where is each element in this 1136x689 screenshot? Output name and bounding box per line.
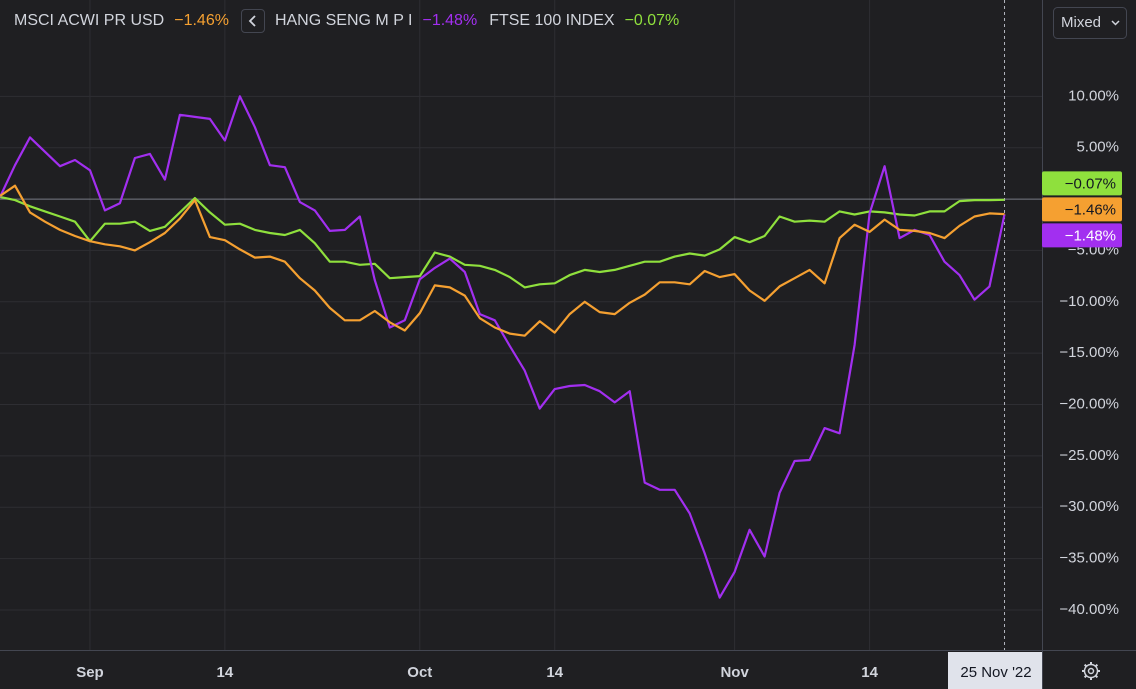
legend-name: MSCI ACWI PR USD	[14, 12, 165, 29]
x-tick-label: Nov	[720, 664, 749, 681]
badge-label: −1.48%	[1065, 227, 1116, 244]
button-box	[1053, 7, 1127, 39]
price-badge: −1.46%	[1042, 197, 1122, 222]
x-tick-label: Oct	[407, 664, 432, 681]
x-tick-label: 14	[861, 664, 878, 681]
legend-value: −1.46%	[174, 12, 229, 29]
price-badge: −1.48%	[1042, 223, 1122, 248]
badge-box	[1042, 171, 1122, 196]
legend-name: HANG SENG M P I	[274, 12, 413, 29]
y-tick-label: −15.00%	[1059, 344, 1119, 361]
legend: MSCI ACWI PR USD −1.46% HANG SENG M P I …	[14, 9, 691, 33]
badge-label: −1.46%	[1065, 201, 1116, 218]
gear-tooth	[1083, 663, 1088, 668]
caret-icon	[1111, 20, 1120, 26]
y-tick-label: −20.00%	[1059, 395, 1119, 412]
settings-button[interactable]	[1082, 662, 1100, 680]
badge-box	[1042, 223, 1122, 248]
collapse-button[interactable]	[240, 9, 265, 33]
gear-ring	[1083, 663, 1099, 679]
gear-tooth	[1094, 674, 1099, 679]
gear-hub	[1087, 667, 1095, 675]
y-tick-label: 5.00%	[1076, 139, 1119, 156]
x-tick-label: 14	[546, 664, 563, 681]
series-line	[0, 95, 1006, 599]
scale-mode-button[interactable]: Mixed	[1053, 7, 1127, 39]
badge-label: −0.07%	[1065, 175, 1116, 192]
x-tick-label: 14	[217, 664, 234, 681]
crosshair-date-label: 25 Nov '22	[960, 664, 1031, 681]
y-tick-label: −40.00%	[1059, 601, 1119, 618]
gear-tooth	[1083, 674, 1088, 679]
legend-name: FTSE 100 INDEX	[489, 12, 615, 29]
x-tick-label: Sep	[76, 664, 104, 681]
y-tick-label: −30.00%	[1059, 498, 1119, 515]
badge-box	[1042, 197, 1122, 222]
price-badge: −0.07%	[1042, 171, 1122, 196]
y-tick-label: 10.00%	[1068, 87, 1119, 104]
y-tick-label: −35.00%	[1059, 550, 1119, 567]
y-tick-label: −25.00%	[1059, 447, 1119, 464]
legend-value: −1.48%	[422, 12, 478, 29]
y-tick-label: −10.00%	[1059, 293, 1119, 310]
series-line	[0, 195, 1005, 289]
button-label: Mixed	[1061, 14, 1101, 31]
series-line	[0, 184, 1005, 337]
gear-tooth	[1094, 663, 1099, 668]
legend-value: −0.07%	[624, 12, 680, 29]
crosshair-date-box	[948, 652, 1042, 689]
chevron-icon	[248, 15, 256, 27]
